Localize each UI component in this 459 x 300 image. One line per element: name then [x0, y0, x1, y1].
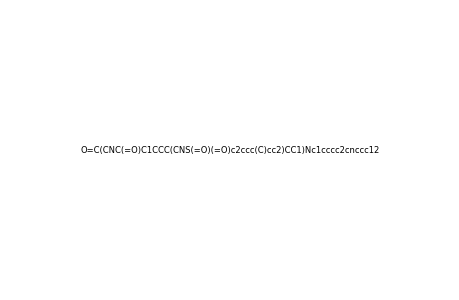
Text: O=C(CNC(=O)C1CCC(CNS(=O)(=O)c2ccc(C)cc2)CC1)Nc1cccc2cnccc12: O=C(CNC(=O)C1CCC(CNS(=O)(=O)c2ccc(C)cc2)…: [80, 146, 379, 154]
